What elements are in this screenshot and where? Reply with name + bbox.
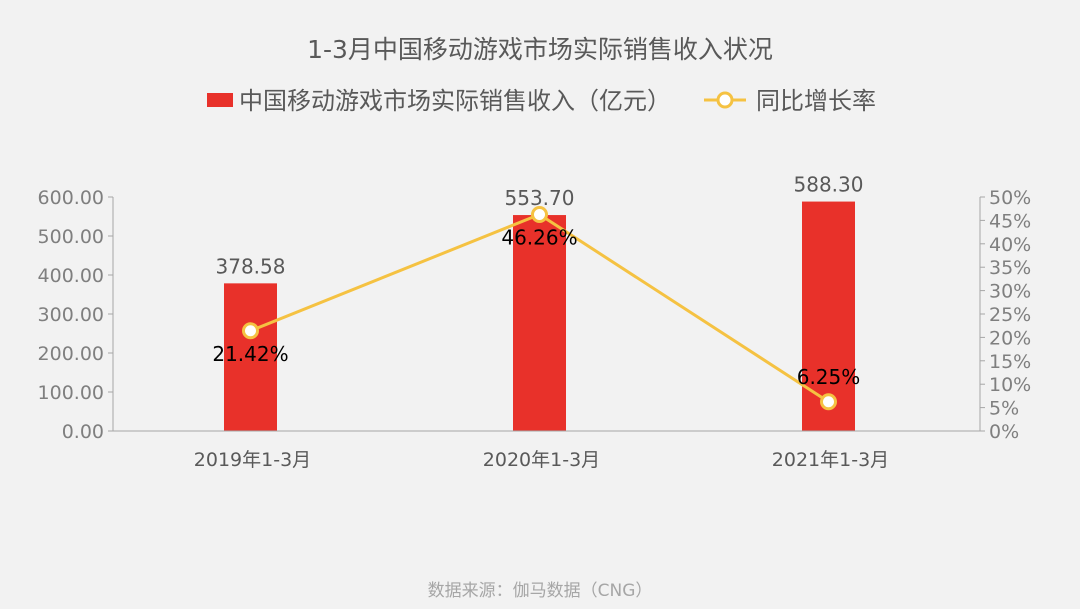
y-right-tick-label: 20% xyxy=(989,327,1031,349)
y-left-tick-label: 300.00 xyxy=(38,304,104,326)
y-left-tick-label: 0.00 xyxy=(62,421,104,443)
y-left-tick-label: 200.00 xyxy=(38,343,104,365)
y-right-tick-label: 30% xyxy=(989,281,1031,303)
source-note: 数据来源：伽马数据（CNG） xyxy=(428,581,653,601)
y-right-tick-label: 45% xyxy=(989,210,1031,232)
x-tick-label: 2019年1-3月 xyxy=(194,449,311,471)
legend: 中国移动游戏市场实际销售收入（亿元） 同比增长率 xyxy=(207,87,876,115)
y-right-tick-label: 0% xyxy=(989,421,1019,443)
x-tick-label: 2021年1-3月 xyxy=(772,449,889,471)
bar xyxy=(513,215,566,431)
legend-bar-swatch xyxy=(207,93,233,107)
line-point xyxy=(531,206,548,224)
bar-data-label: 588.30 xyxy=(794,173,864,197)
line-data-label: 6.25% xyxy=(797,365,861,389)
bar xyxy=(224,283,277,431)
line-data-label: 21.42% xyxy=(212,342,288,366)
y-right-tick-label: 15% xyxy=(989,351,1031,373)
line-series: 21.42% 46.26% 6.25% xyxy=(212,206,861,411)
y-axis-left: 0.00 100.00 200.00 300.00 400.00 500.00 600.00 xyxy=(38,187,114,443)
y-right-tick-label: 50% xyxy=(989,187,1031,209)
bar-data-label: 378.58 xyxy=(216,254,286,278)
line-point xyxy=(242,322,259,340)
y-left-tick-label: 500.00 xyxy=(38,226,104,248)
y-right-tick-label: 25% xyxy=(989,304,1031,326)
line-point xyxy=(820,393,837,411)
y-left-tick-label: 100.00 xyxy=(38,382,104,404)
y-right-tick-label: 5% xyxy=(989,398,1019,420)
y-right-tick-label: 40% xyxy=(989,234,1031,256)
bar xyxy=(802,201,855,431)
x-tick-label: 2020年1-3月 xyxy=(483,449,600,471)
y-left-tick-label: 400.00 xyxy=(38,265,104,287)
y-left-tick-label: 600.00 xyxy=(38,187,104,209)
legend-bar-label: 中国移动游戏市场实际销售收入（亿元） xyxy=(239,87,671,115)
y-right-tick-label: 35% xyxy=(989,257,1031,279)
y-axis-right: 0%5%10%15%20%25%30%35%40%45%50% xyxy=(979,187,1031,443)
x-axis: 2019年1-3月 2020年1-3月 2021年1-3月 xyxy=(113,430,980,471)
y-right-tick-label: 10% xyxy=(989,374,1031,396)
chart-title: 1-3月中国移动游戏市场实际销售收入状况 xyxy=(307,35,773,64)
line-data-label: 46.26% xyxy=(501,226,577,250)
legend-line-marker xyxy=(716,91,734,109)
legend-line-label: 同比增长率 xyxy=(756,87,876,115)
